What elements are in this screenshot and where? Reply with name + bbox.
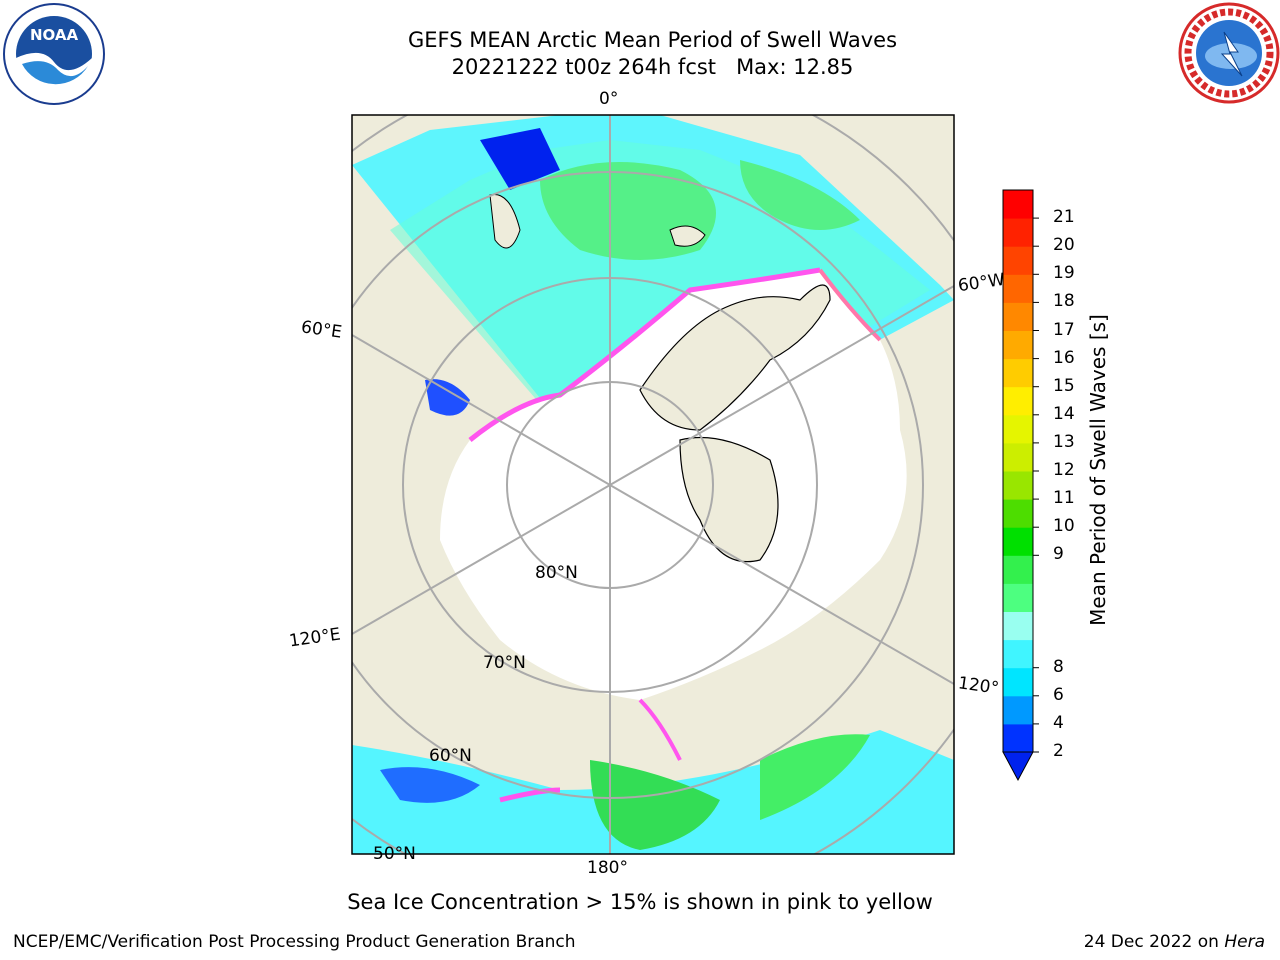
colorbar xyxy=(1002,189,1039,782)
colorbar-band xyxy=(1003,330,1033,360)
colorbar-band xyxy=(1003,611,1033,641)
iceland xyxy=(669,225,706,247)
colorbar-band xyxy=(1003,695,1033,725)
colorbar-band xyxy=(1003,414,1033,444)
colorbar-band xyxy=(1003,583,1033,612)
colorbar-tick-label: 17 xyxy=(1053,319,1075,340)
colorbar-tick-label: 18 xyxy=(1053,291,1075,312)
colorbar-band xyxy=(1003,723,1033,753)
colorbar-band xyxy=(1003,246,1033,275)
colorbar-band xyxy=(1003,442,1033,472)
colorbar-band xyxy=(1003,667,1033,697)
greenland xyxy=(639,284,831,431)
colorbar-tick-label: 15 xyxy=(1053,375,1075,396)
lat-60-label: 60°N xyxy=(429,746,472,766)
ice-edge-pacific xyxy=(638,698,682,761)
colorbar-band xyxy=(1003,386,1033,416)
colorbar-tick-label: 9 xyxy=(1053,544,1064,565)
colorbar-tick-label: 6 xyxy=(1053,684,1064,705)
colorbar-tick-label: 20 xyxy=(1053,235,1075,256)
canadian-archipelago xyxy=(679,436,779,563)
colorbar-extend-arrow xyxy=(1002,751,1034,782)
title-line-1: GEFS MEAN Arctic Mean Period of Swell Wa… xyxy=(407,28,898,52)
colorbar-band xyxy=(1003,274,1033,303)
nws-logo xyxy=(1178,2,1280,104)
colorbar-tick-label: 13 xyxy=(1053,431,1075,452)
lat-50-label: 50°N xyxy=(373,844,416,864)
lat-80-label: 80°N xyxy=(535,563,578,583)
colorbar-tick-label: 14 xyxy=(1053,403,1075,424)
colorbar-tick-label: 16 xyxy=(1053,347,1075,368)
colorbar-tick-label: 2 xyxy=(1053,741,1064,761)
scandinavia xyxy=(489,193,521,249)
graticule xyxy=(352,115,954,854)
noaa-logo: NOAA xyxy=(3,3,105,105)
title-line-2: 20221222 t00z 264h fcst Max: 12.85 xyxy=(451,55,854,79)
lat-70-label: 70°N xyxy=(483,653,526,673)
colorbar-band xyxy=(1003,218,1033,247)
footer-date: 24 Dec 2022 on xyxy=(1083,932,1225,952)
swell-white-sea xyxy=(480,128,560,190)
lon-180-label: 180° xyxy=(587,858,628,878)
noaa-logo-text: NOAA xyxy=(30,26,79,44)
colorbar-tick-label: 21 xyxy=(1053,207,1075,228)
colorbar-tick-label: 12 xyxy=(1053,460,1075,480)
footer-machine: Hera xyxy=(1224,932,1265,952)
colorbar-band xyxy=(1003,555,1033,584)
colorbar-tick-label: 11 xyxy=(1053,488,1075,509)
colorbar-band xyxy=(1003,499,1033,528)
colorbar-band xyxy=(1003,527,1033,556)
lon-0-label: 0° xyxy=(599,89,619,109)
colorbar-band xyxy=(1003,358,1033,388)
sea-ice-note: Sea Ice Concentration > 15% is shown in … xyxy=(347,890,933,914)
footer-left: NCEP/EMC/Verification Post Processing Pr… xyxy=(13,932,576,952)
colorbar-label: Mean Period of Swell Waves [s] xyxy=(1086,314,1110,626)
colorbar-tick-label: 10 xyxy=(1053,516,1075,537)
colorbar-band xyxy=(1003,471,1033,500)
footer-right: 24 Dec 2022 on Hera xyxy=(1084,932,1265,952)
ice-edge-atlantic xyxy=(468,267,821,442)
map-frame xyxy=(351,114,955,855)
colorbar-band xyxy=(1003,190,1033,219)
colorbar-tick-label: 19 xyxy=(1053,263,1075,284)
colorbar-tick-label: 4 xyxy=(1053,712,1064,733)
sea-ice-area xyxy=(440,270,907,700)
colorbar-tick-label: 8 xyxy=(1053,656,1064,677)
colorbar-band xyxy=(1003,302,1033,331)
colorbar-band xyxy=(1003,639,1033,669)
